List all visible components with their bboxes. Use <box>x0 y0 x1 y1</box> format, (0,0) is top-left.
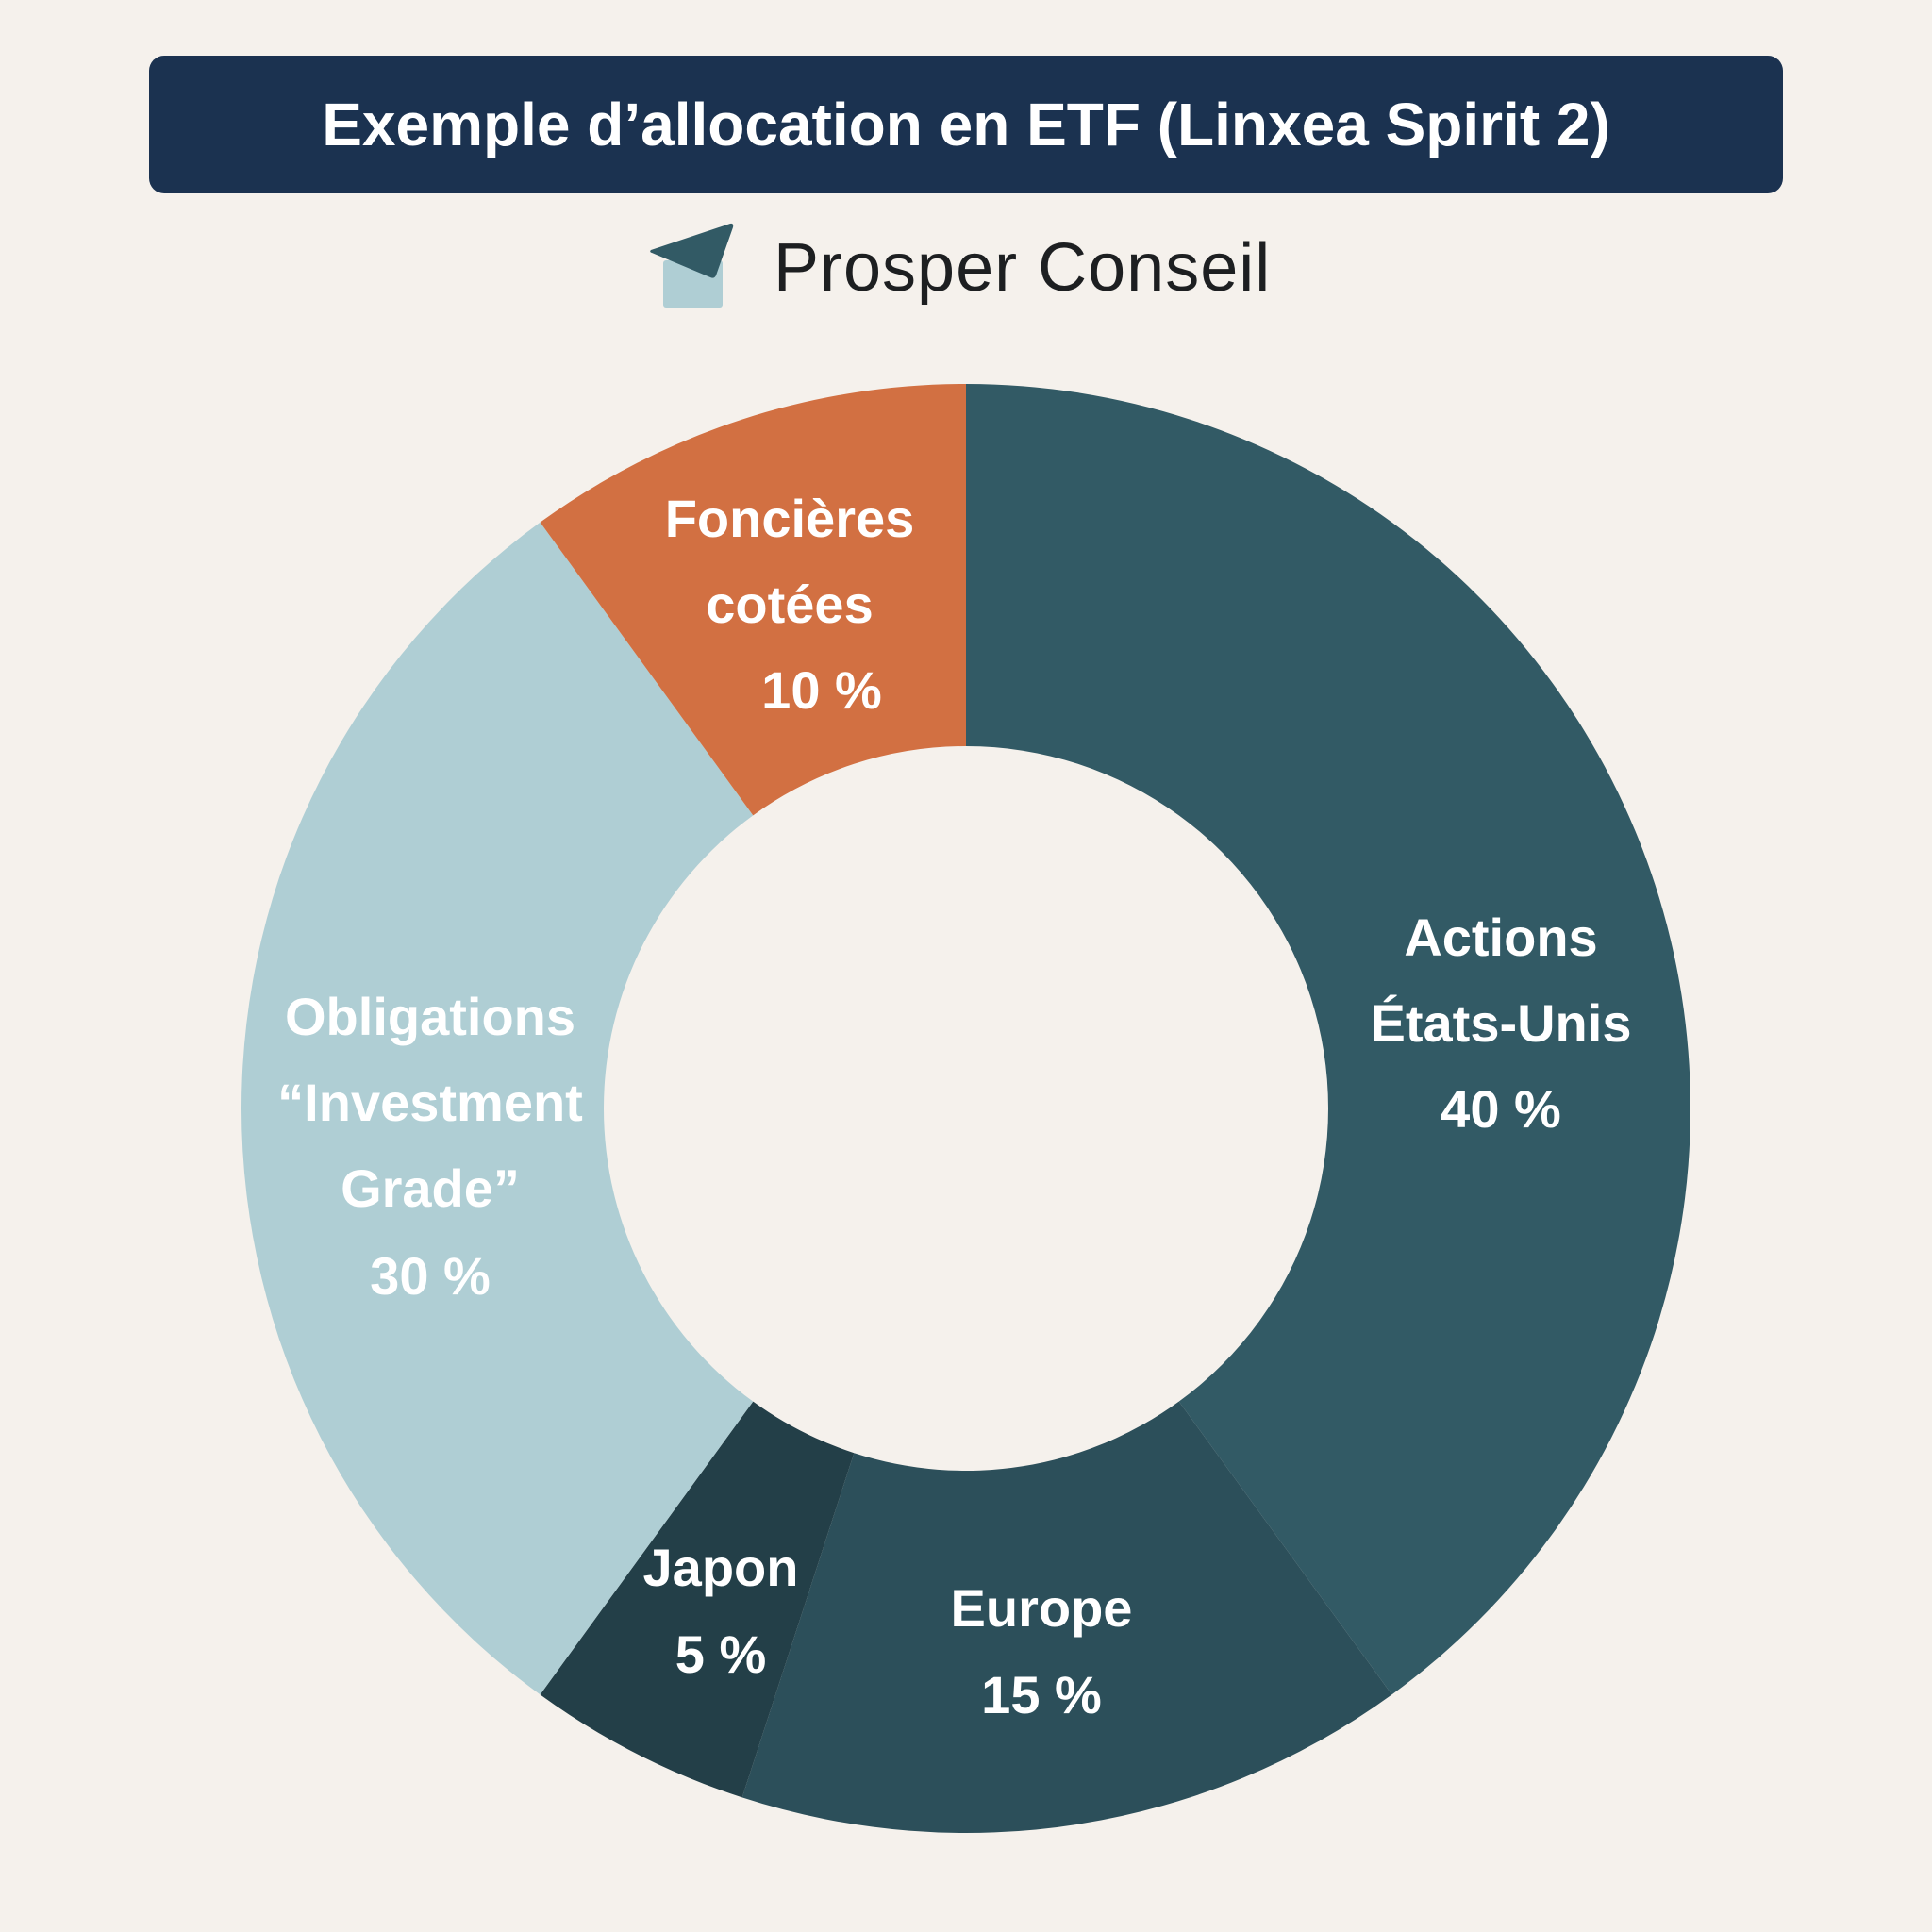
brand-name: Prosper Conseil <box>774 230 1272 306</box>
slice-label: Japon <box>643 1538 799 1597</box>
slice-label: Europe <box>951 1578 1133 1638</box>
slice-value-label: 30 % <box>370 1246 491 1306</box>
slice-label: “Investment <box>277 1073 583 1132</box>
slice-label: États-Unis <box>1371 993 1632 1053</box>
slice-value-label: 5 % <box>675 1624 767 1684</box>
slice-label: Actions <box>1404 908 1597 967</box>
slice-value-label: 40 % <box>1441 1079 1561 1139</box>
slice-value-label: 15 % <box>981 1665 1102 1724</box>
paper-plane-envelope-logo-icon <box>650 223 734 308</box>
slice-label: Obligations <box>285 987 575 1046</box>
slice-japon <box>540 1401 855 1798</box>
slice-label: cotées <box>706 575 873 634</box>
slice-actions-tats-unis <box>966 384 1691 1695</box>
slice-obligations-investment-grade <box>241 522 754 1695</box>
brand: Prosper Conseil <box>649 221 1271 315</box>
slice-label: Grade” <box>341 1158 520 1218</box>
slice-label: Foncières <box>665 489 915 548</box>
slice-fonci-res-cot-es <box>540 384 966 816</box>
slice-europe <box>741 1401 1392 1833</box>
slice-value-label: 10 % <box>761 660 882 720</box>
chart-title: Exemple d’allocation en ETF (Linxea Spir… <box>322 91 1610 158</box>
title-bar: Exemple d’allocation en ETF (Linxea Spir… <box>149 56 1783 193</box>
